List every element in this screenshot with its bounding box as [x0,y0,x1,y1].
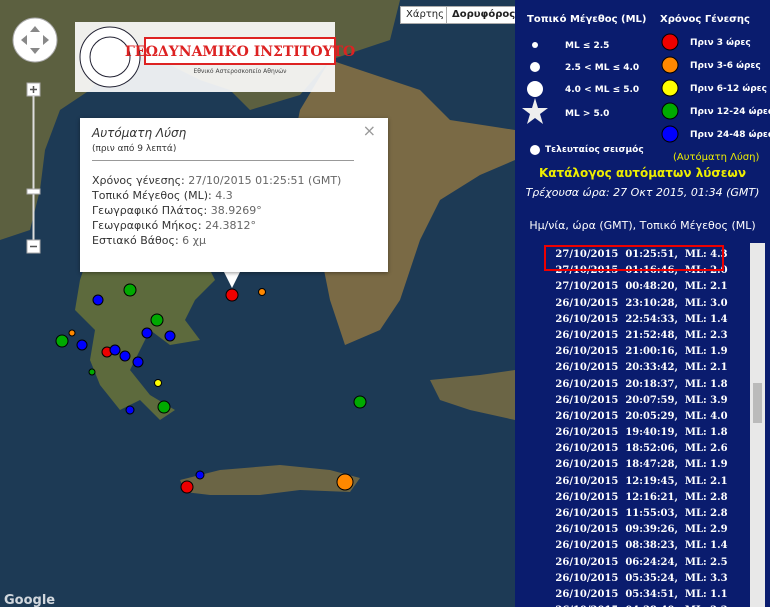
logo-subtitle: Εθνικό Αστεροσκοπείο Αθηνών [194,68,288,75]
catalog-row[interactable]: 26/10/2015 20:33:42, ML: 2.1 [555,362,728,374]
legend-symbol [530,62,540,72]
map-type-button[interactable]: Χάρτης [400,6,451,24]
catalog-header: Ημ/νία, ώρα (GMT), Τοπικό Μέγεθος (ML) [529,219,756,232]
field-value: 38.9269° [210,204,262,217]
field-value: 27/10/2015 01:25:51 (GMT) [188,174,342,187]
field-label: Τοπικό Μέγεθος (ML): [92,189,212,202]
markers [55,283,367,494]
field-label: Εστιακό Βάθος: [92,234,179,247]
catalog-row[interactable]: 26/10/2015 05:35:24, ML: 3.3 [555,572,728,584]
catalog-row[interactable]: 26/10/2015 08:38:23, ML: 1.4 [555,540,728,552]
catalog-row[interactable]: 26/10/2015 21:00:16, ML: 1.9 [555,346,728,358]
catalog-row[interactable]: 26/10/2015 20:18:37, ML: 1.8 [555,378,728,390]
catalog-row[interactable]: 26/10/2015 06:24:24, ML: 2.5 [555,556,728,568]
legend-title: Χρόνος Γένεσης [660,13,750,25]
popup-field: Γεωγραφικό Μήκος: 24.3812° [92,219,256,232]
field-label: Γεωγραφικό Μήκος: [92,219,202,232]
catalog-row[interactable]: 26/10/2015 20:05:29, ML: 4.0 [555,410,728,422]
popup-subtitle: (πριν από 9 λεπτά) [92,144,177,154]
map-type-button[interactable]: Δορυφόρος [446,6,522,24]
field-label: Γεωγραφικό Πλάτος: [92,204,208,217]
catalog-row[interactable]: 26/10/2015 20:07:59, ML: 3.9 [555,394,728,406]
legend-label: Πριν 12-24 ώρες [690,106,770,117]
catalog-row[interactable]: 26/10/2015 18:47:28, ML: 1.9 [555,459,728,471]
catalog-row[interactable]: 27/10/2015 00:48:20, ML: 2.1 [555,281,728,293]
catalog-row[interactable]: 26/10/2015 12:16:21, ML: 2.8 [555,491,728,503]
field-value: 6 χμ [182,234,207,247]
legend-label: Πριν 3 ώρες [690,37,751,48]
catalog-row[interactable]: 26/10/2015 09:39:26, ML: 2.9 [555,524,728,536]
popup-field: Τοπικό Μέγεθος (ML): 4.3 [92,189,233,202]
legend-label: 4.0 < ML ≤ 5.0 [565,85,639,95]
popup: Αυτόματη Λύση (πριν από 9 λεπτά) × Χρόνο… [80,118,388,272]
legend-symbol [661,102,679,120]
legend-symbol [532,42,538,48]
popup-field: Χρόνος γένεσης: 27/10/2015 01:25:51 (GMT… [92,174,341,187]
catalog-row[interactable]: 26/10/2015 12:19:45, ML: 2.1 [555,475,728,487]
field-label: Χρόνος γένεσης: [92,174,185,187]
catalog-row[interactable]: 26/10/2015 22:54:33, ML: 1.4 [555,313,728,325]
popup-field: Γεωγραφικό Πλάτος: 38.9269° [92,204,262,217]
catalog-row[interactable]: 26/10/2015 05:34:51, ML: 1.1 [555,588,728,600]
legend-symbol [522,98,548,124]
catalog-row[interactable]: 26/10/2015 11:55:03, ML: 2.8 [555,508,728,519]
legend-label: 2.5 < ML ≤ 4.0 [565,63,639,73]
legend-label: Πριν 24-48 ώρες [690,129,770,140]
logo-title: ΓΕΩΔΥΝΑΜΙΚΟ ΙΝΣΤΙΤΟΥΤΟ [125,44,355,60]
catalog-row[interactable]: 26/10/2015 21:52:48, ML: 2.3 [555,329,728,341]
legend-label: Πριν 6-12 ώρες [690,83,767,94]
catalog-row[interactable]: 26/10/2015 19:40:19, ML: 1.8 [555,427,728,439]
popup-field: Εστιακό Βάθος: 6 χμ [92,234,206,247]
field-value: 24.3812° [205,219,257,232]
legend: Τοπικό Μέγεθος (ML) Χρόνος Γένεσης Τελευ… [522,13,770,163]
catalog-row[interactable]: 26/10/2015 18:52:06, ML: 2.6 [555,443,728,455]
legend-label: Πριν 3-6 ώρες [690,60,761,71]
legend-symbol [661,33,679,51]
legend-label: ML ≤ 2.5 [565,41,609,51]
catalog-row[interactable]: 26/10/2015 04:38:40, ML: 2.3 [533,605,750,607]
map: ΓΕΩΔΥΝΑΜΙΚΟ ΙΝΣΤΙΤΟΥΤΟ Εθνικό Αστεροσκοπ… [0,0,515,607]
catalog-list: 27/10/2015 01:25:51, ML: 4.3 27/10/2015 0… [533,243,750,607]
legend-label: ML > 5.0 [565,109,609,119]
popup-close[interactable]: × [362,121,376,140]
scrollbar[interactable] [750,243,765,607]
legend-symbol [661,125,679,143]
legend-title: Τοπικό Μέγεθος (ML) [527,13,646,25]
catalog-row[interactable]: 26/10/2015 23:10:28, ML: 3.0 [555,297,728,309]
side-panel: Τοπικό Μέγεθος (ML) Χρόνος Γένεσης Τελευ… [515,0,770,607]
legend-symbol [661,79,679,97]
legend-symbol [527,81,543,97]
popup-title: Αυτόματη Λύση [92,126,187,140]
current-time: Τρέχουσα ώρα: 27 Οκτ 2015, 01:34 (GMT) [525,186,760,199]
highlight [544,245,724,271]
attribution: Google [4,593,55,607]
catalog-title: Κατάλογος αυτόματων λύσεων [538,166,747,180]
legend-symbol [661,56,679,74]
legend-note: (Αυτόματη Λύση) [673,151,759,163]
field-value: 4.3 [215,189,233,202]
legend-label: Τελευταίος σεισμός [545,144,644,155]
catalog-row[interactable]: 27/10/2015 01:25:51, ML: 4.3 [555,249,728,260]
